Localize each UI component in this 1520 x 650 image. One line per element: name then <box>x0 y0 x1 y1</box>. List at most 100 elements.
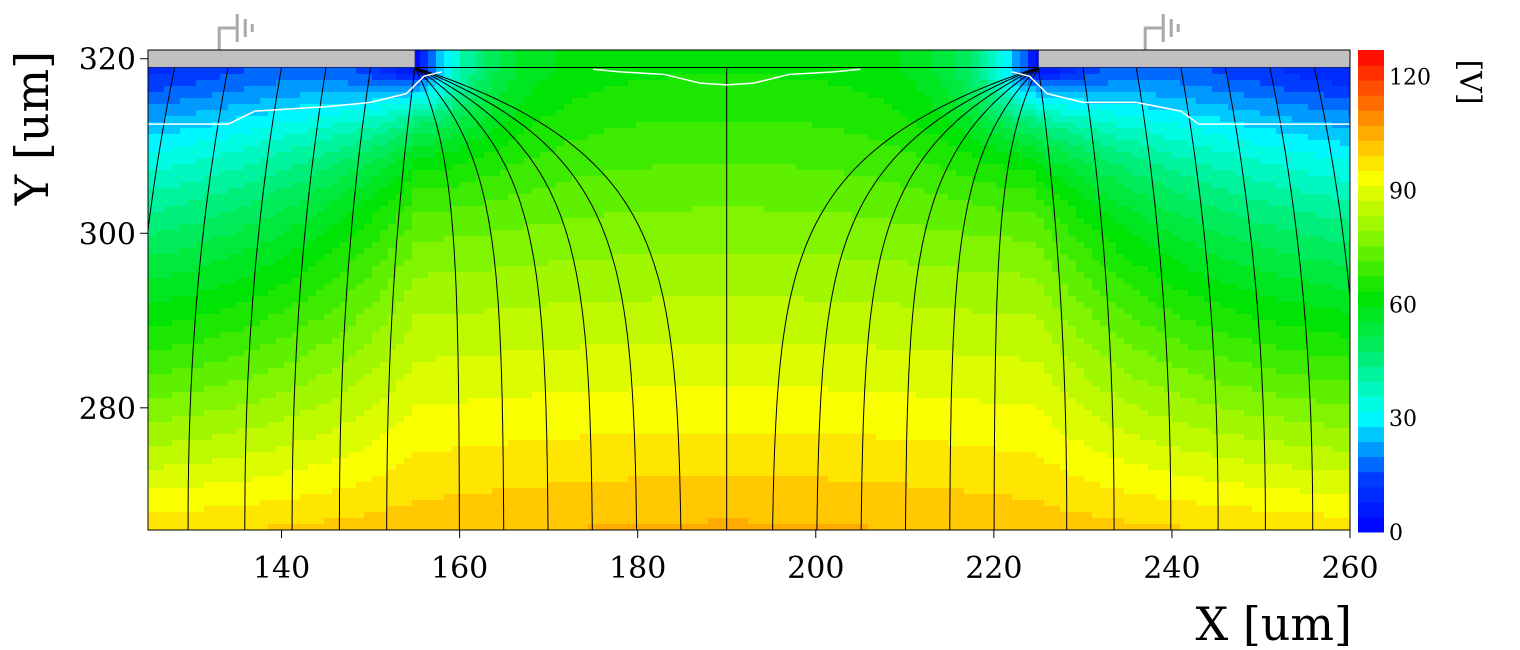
heat-cell <box>844 62 853 69</box>
heat-cell <box>1220 80 1229 87</box>
heat-cell <box>236 224 245 231</box>
heat-cell <box>348 242 357 249</box>
heat-cell <box>924 68 933 75</box>
heat-cell <box>244 86 253 93</box>
heat-cell <box>452 170 461 177</box>
heat-cell <box>420 110 429 117</box>
heat-cell <box>876 164 885 171</box>
heat-cell <box>172 98 181 105</box>
heat-cell <box>308 98 317 105</box>
heat-cell <box>1244 236 1253 243</box>
heat-cell <box>756 146 765 153</box>
heat-cell <box>1292 92 1301 99</box>
heat-cell <box>532 50 541 57</box>
heat-cell <box>812 134 821 141</box>
heat-cell <box>668 164 677 171</box>
heat-cell <box>1340 92 1349 99</box>
heat-cell <box>284 188 293 195</box>
heat-cell <box>468 104 477 111</box>
heat-cell <box>1196 164 1205 171</box>
heat-cell <box>588 218 597 225</box>
heat-cell <box>548 200 557 207</box>
heat-cell <box>740 242 749 249</box>
heat-cell <box>1148 230 1157 237</box>
heat-cell <box>1316 212 1325 219</box>
heat-cell <box>508 140 517 147</box>
heat-cell <box>172 122 181 129</box>
heat-cell <box>588 194 597 201</box>
heat-cell <box>900 104 909 111</box>
heat-cell <box>604 92 613 99</box>
heat-cell <box>1092 236 1101 243</box>
heat-cell <box>804 176 813 183</box>
heat-cell <box>1220 68 1229 75</box>
heat-cell <box>228 116 237 123</box>
heat-cell <box>388 206 397 213</box>
heat-cell <box>780 92 789 99</box>
heat-cell <box>420 224 429 231</box>
heat-cell <box>468 164 477 171</box>
heat-cell <box>596 212 605 219</box>
heat-cell <box>684 182 693 189</box>
heat-cell <box>804 146 813 153</box>
heat-cell <box>676 242 685 249</box>
heat-cell <box>636 224 645 231</box>
heat-cell <box>980 74 989 81</box>
heat-cell <box>1180 194 1189 201</box>
heat-cell <box>1084 200 1093 207</box>
heat-cell <box>764 86 773 93</box>
heat-cell <box>868 194 877 201</box>
heat-cell <box>1124 224 1133 231</box>
heat-cell <box>852 188 861 195</box>
heat-cell <box>276 116 285 123</box>
heat-cell <box>756 242 765 249</box>
heat-cell <box>956 86 965 93</box>
heat-cell <box>1228 194 1237 201</box>
heat-cell <box>1148 134 1157 141</box>
heat-cell <box>572 86 581 93</box>
heat-cell <box>1196 158 1205 165</box>
heat-cell <box>1188 74 1197 81</box>
heat-cell <box>428 194 437 201</box>
heat-cell <box>756 50 765 57</box>
heat-cell <box>220 152 229 159</box>
heat-cell <box>692 146 701 153</box>
heat-cell <box>1196 74 1205 81</box>
heat-cell <box>708 74 717 81</box>
heat-cell <box>764 158 773 165</box>
heat-cell <box>1100 98 1109 105</box>
heat-cell <box>732 194 741 201</box>
heat-cell <box>492 92 501 99</box>
heat-cell <box>284 134 293 141</box>
heat-cell <box>212 140 221 147</box>
heat-cell <box>660 176 669 183</box>
heat-cell <box>212 158 221 165</box>
heat-cell <box>468 56 477 63</box>
heat-cell <box>972 200 981 207</box>
heat-cell <box>412 128 421 135</box>
heat-cell <box>652 104 661 111</box>
heat-cell <box>948 74 957 81</box>
heat-cell <box>1204 98 1213 105</box>
heat-cell <box>1260 206 1269 213</box>
heat-cell <box>1236 110 1245 117</box>
heat-cell <box>564 200 573 207</box>
heat-cell <box>756 104 765 111</box>
heat-cell <box>716 242 725 249</box>
heat-cell <box>996 140 1005 147</box>
heat-cell <box>268 176 277 183</box>
heat-cell <box>780 236 789 243</box>
heat-cell <box>812 98 821 105</box>
heat-cell <box>900 194 909 201</box>
heat-cell <box>1172 80 1181 87</box>
heat-cell <box>652 170 661 177</box>
heat-cell <box>444 140 453 147</box>
heat-cell <box>1052 182 1061 189</box>
heat-cell <box>372 200 381 207</box>
heat-cell <box>420 170 429 177</box>
heat-cell <box>964 128 973 135</box>
heat-cell <box>212 104 221 111</box>
heat-cell <box>276 194 285 201</box>
heat-cell <box>964 134 973 141</box>
heat-cell <box>916 230 925 237</box>
